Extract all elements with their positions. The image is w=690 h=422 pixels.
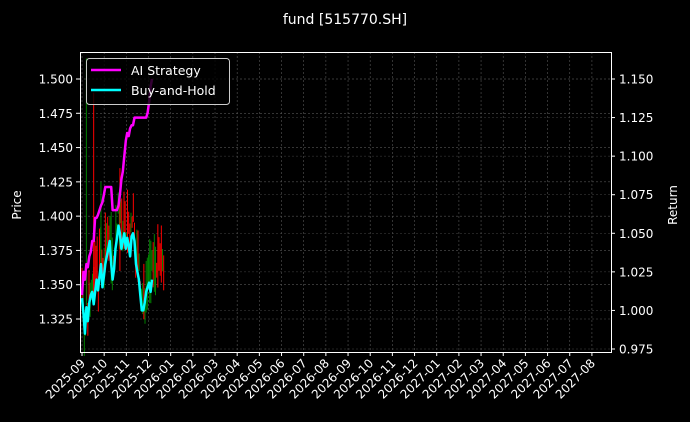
series-lines bbox=[80, 78, 154, 335]
legend-label-buy-and-hold: Buy-and-Hold bbox=[131, 83, 216, 98]
y-tick-label-left: 1.475 bbox=[39, 107, 73, 121]
y-tick-label-right: 1.025 bbox=[619, 265, 653, 279]
y-tick-label-left: 1.425 bbox=[39, 175, 73, 189]
legend-label-ai-strategy: AI Strategy bbox=[131, 63, 201, 78]
y-tick-label-left: 1.350 bbox=[39, 278, 73, 292]
x-axis-ticks: 2025-092025-102025-112025-122026-012026-… bbox=[43, 352, 598, 402]
y-tick-label-right: 1.000 bbox=[619, 304, 653, 318]
y-tick-label-right: 1.100 bbox=[619, 150, 653, 164]
y-tick-label-right: 1.075 bbox=[619, 188, 653, 202]
y-axis-right-ticks: 0.975 1.000 1.025 1.050 1.075 1.100 1.125 1.150 bbox=[611, 73, 653, 357]
series-line-ai-strategy bbox=[80, 78, 154, 296]
y-tick-label-left: 1.375 bbox=[39, 244, 73, 258]
y-tick-label-right: 1.125 bbox=[619, 111, 653, 125]
plot-frame bbox=[80, 52, 612, 353]
legend: AI Strategy Buy-and-Hold bbox=[86, 58, 230, 105]
y-tick-label-left: 1.500 bbox=[39, 73, 73, 87]
y-tick-label-right: 0.975 bbox=[619, 343, 653, 357]
chart-title: fund [515770.SH] bbox=[283, 12, 407, 28]
y-tick-label-right: 1.050 bbox=[619, 227, 653, 241]
y-tick-label-left: 1.325 bbox=[39, 313, 73, 327]
series-line-buy-and-hold bbox=[80, 224, 154, 335]
y-tick-label-left: 1.400 bbox=[39, 210, 73, 224]
y-axis-left-label: Price bbox=[10, 190, 24, 219]
legend-box bbox=[86, 58, 230, 105]
y-tick-label-right: 1.150 bbox=[619, 73, 653, 87]
y-tick-label-left: 1.450 bbox=[39, 141, 73, 155]
y-axis-right-label: Return bbox=[666, 185, 680, 225]
y-axis-left-ticks: 1.325 1.350 1.375 1.400 1.425 1.450 1.475 1.500 bbox=[39, 73, 80, 327]
